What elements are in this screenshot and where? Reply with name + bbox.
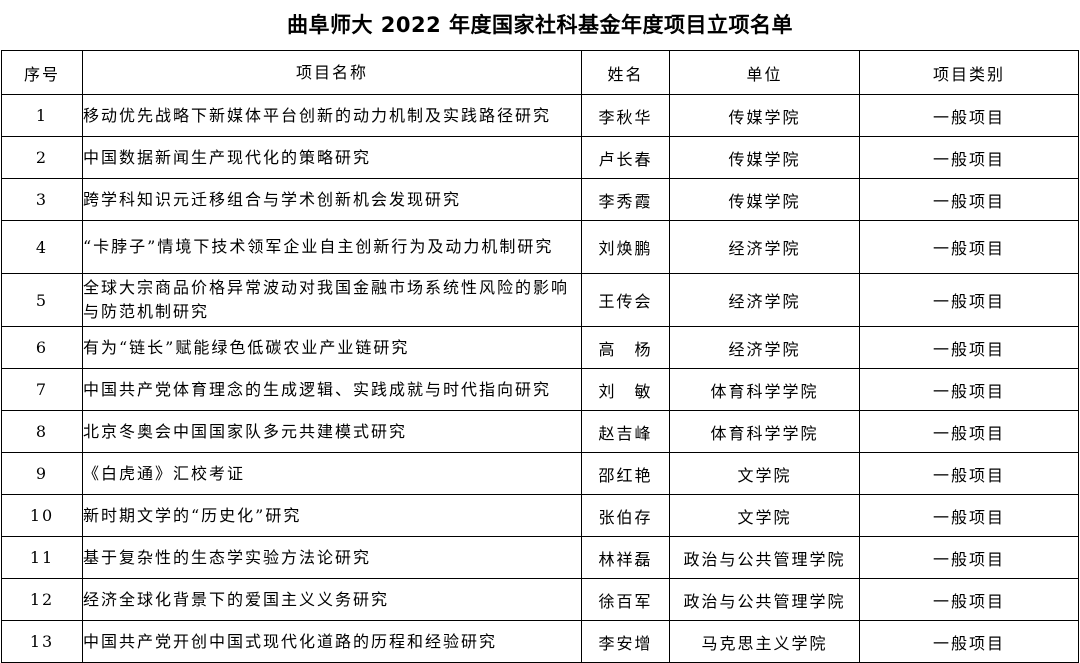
cell-project-name: 北京冬奥会中国国家队多元共建模式研究 — [82, 410, 582, 453]
cell-project-name: 《白虎通》汇校考证 — [82, 452, 582, 495]
header-project-name: 项目名称 — [82, 50, 582, 95]
cell-person-name: 徐百军 — [581, 578, 670, 621]
cell-unit: 经济学院 — [669, 220, 860, 274]
cell-person-name: 王传会 — [581, 273, 670, 327]
table-row: 5 全球大宗商品价格异常波动对我国金融市场系统性风险的影响与防范机制研究 王传会… — [1, 273, 1079, 327]
cell-category: 一般项目 — [859, 410, 1079, 453]
cell-serial: 2 — [1, 136, 83, 179]
cell-person-name: 林祥磊 — [581, 536, 670, 579]
cell-serial: 4 — [1, 220, 83, 274]
cell-person-name: 张伯存 — [581, 494, 670, 537]
cell-person-name: 赵吉峰 — [581, 410, 670, 453]
project-table: 序号 项目名称 姓名 单位 项目类别 1 移动优先战略下新媒体平台创新的动力机制… — [1, 50, 1079, 663]
cell-category: 一般项目 — [859, 326, 1079, 369]
cell-unit: 经济学院 — [669, 273, 860, 327]
cell-person-name: 李秋华 — [581, 94, 670, 137]
table-header-row: 序号 项目名称 姓名 单位 项目类别 — [1, 50, 1079, 95]
cell-project-name: 中国共产党开创中国式现代化道路的历程和经验研究 — [82, 620, 582, 663]
cell-serial: 1 — [1, 94, 83, 137]
cell-project-name: 移动优先战略下新媒体平台创新的动力机制及实践路径研究 — [82, 94, 582, 137]
cell-category: 一般项目 — [859, 220, 1079, 274]
cell-serial: 9 — [1, 452, 83, 495]
cell-unit: 传媒学院 — [669, 136, 860, 179]
page-title: 曲阜师大 2022 年度国家社科基金年度项目立项名单 — [286, 13, 794, 37]
table-row: 11 基于复杂性的生态学实验方法论研究 林祥磊 政治与公共管理学院 一般项目 — [1, 536, 1079, 579]
cell-category: 一般项目 — [859, 620, 1079, 663]
header-person-name: 姓名 — [581, 50, 670, 95]
cell-category: 一般项目 — [859, 178, 1079, 221]
table-row: 13 中国共产党开创中国式现代化道路的历程和经验研究 李安增 马克思主义学院 一… — [1, 620, 1079, 663]
cell-unit: 经济学院 — [669, 326, 860, 369]
table-row: 7 中国共产党体育理念的生成逻辑、实践成就与时代指向研究 刘 敏 体育科学学院 … — [1, 368, 1079, 411]
cell-project-name: 全球大宗商品价格异常波动对我国金融市场系统性风险的影响与防范机制研究 — [82, 273, 582, 327]
table-row: 10 新时期文学的“历史化”研究 张伯存 文学院 一般项目 — [1, 494, 1079, 537]
cell-category: 一般项目 — [859, 452, 1079, 495]
cell-person-name: 高 杨 — [581, 326, 670, 369]
cell-project-name: 基于复杂性的生态学实验方法论研究 — [82, 536, 582, 579]
cell-project-name: 新时期文学的“历史化”研究 — [82, 494, 582, 537]
cell-unit: 马克思主义学院 — [669, 620, 860, 663]
cell-category: 一般项目 — [859, 536, 1079, 579]
cell-project-name: 中国数据新闻生产现代化的策略研究 — [82, 136, 582, 179]
cell-category: 一般项目 — [859, 136, 1079, 179]
header-category: 项目类别 — [859, 50, 1079, 95]
cell-unit: 传媒学院 — [669, 94, 860, 137]
cell-person-name: 李安增 — [581, 620, 670, 663]
cell-unit: 文学院 — [669, 452, 860, 495]
cell-person-name: 刘焕鹏 — [581, 220, 670, 274]
cell-category: 一般项目 — [859, 368, 1079, 411]
cell-serial: 11 — [1, 536, 83, 579]
cell-serial: 5 — [1, 273, 83, 327]
cell-serial: 12 — [1, 578, 83, 621]
cell-unit: 体育科学学院 — [669, 368, 860, 411]
table-row: 1 移动优先战略下新媒体平台创新的动力机制及实践路径研究 李秋华 传媒学院 一般… — [1, 94, 1079, 137]
cell-serial: 8 — [1, 410, 83, 453]
cell-serial: 13 — [1, 620, 83, 663]
cell-unit: 政治与公共管理学院 — [669, 536, 860, 579]
table-row: 3 跨学科知识元迁移组合与学术创新机会发现研究 李秀霞 传媒学院 一般项目 — [1, 178, 1079, 221]
table-row: 6 有为“链长”赋能绿色低碳农业产业链研究 高 杨 经济学院 一般项目 — [1, 326, 1079, 369]
table-row: 4 “卡脖子”情境下技术领军企业自主创新行为及动力机制研究 刘焕鹏 经济学院 一… — [1, 220, 1079, 274]
cell-unit: 文学院 — [669, 494, 860, 537]
table-row: 8 北京冬奥会中国国家队多元共建模式研究 赵吉峰 体育科学学院 一般项目 — [1, 410, 1079, 453]
cell-unit: 政治与公共管理学院 — [669, 578, 860, 621]
cell-person-name: 邵红艳 — [581, 452, 670, 495]
cell-serial: 3 — [1, 178, 83, 221]
header-unit: 单位 — [669, 50, 860, 95]
cell-project-name: “卡脖子”情境下技术领军企业自主创新行为及动力机制研究 — [82, 220, 582, 274]
cell-serial: 6 — [1, 326, 83, 369]
cell-unit: 传媒学院 — [669, 178, 860, 221]
cell-person-name: 刘 敏 — [581, 368, 670, 411]
cell-category: 一般项目 — [859, 578, 1079, 621]
cell-person-name: 卢长春 — [581, 136, 670, 179]
table-row: 9 《白虎通》汇校考证 邵红艳 文学院 一般项目 — [1, 452, 1079, 495]
cell-project-name: 有为“链长”赋能绿色低碳农业产业链研究 — [82, 326, 582, 369]
cell-unit: 体育科学学院 — [669, 410, 860, 453]
cell-serial: 7 — [1, 368, 83, 411]
cell-category: 一般项目 — [859, 494, 1079, 537]
header-serial: 序号 — [1, 50, 83, 95]
cell-person-name: 李秀霞 — [581, 178, 670, 221]
table-row: 2 中国数据新闻生产现代化的策略研究 卢长春 传媒学院 一般项目 — [1, 136, 1079, 179]
cell-serial: 10 — [1, 494, 83, 537]
cell-project-name: 经济全球化背景下的爱国主义义务研究 — [82, 578, 582, 621]
cell-project-name: 跨学科知识元迁移组合与学术创新机会发现研究 — [82, 178, 582, 221]
cell-category: 一般项目 — [859, 273, 1079, 327]
cell-project-name: 中国共产党体育理念的生成逻辑、实践成就与时代指向研究 — [82, 368, 582, 411]
cell-category: 一般项目 — [859, 94, 1079, 137]
table-row: 12 经济全球化背景下的爱国主义义务研究 徐百军 政治与公共管理学院 一般项目 — [1, 578, 1079, 621]
